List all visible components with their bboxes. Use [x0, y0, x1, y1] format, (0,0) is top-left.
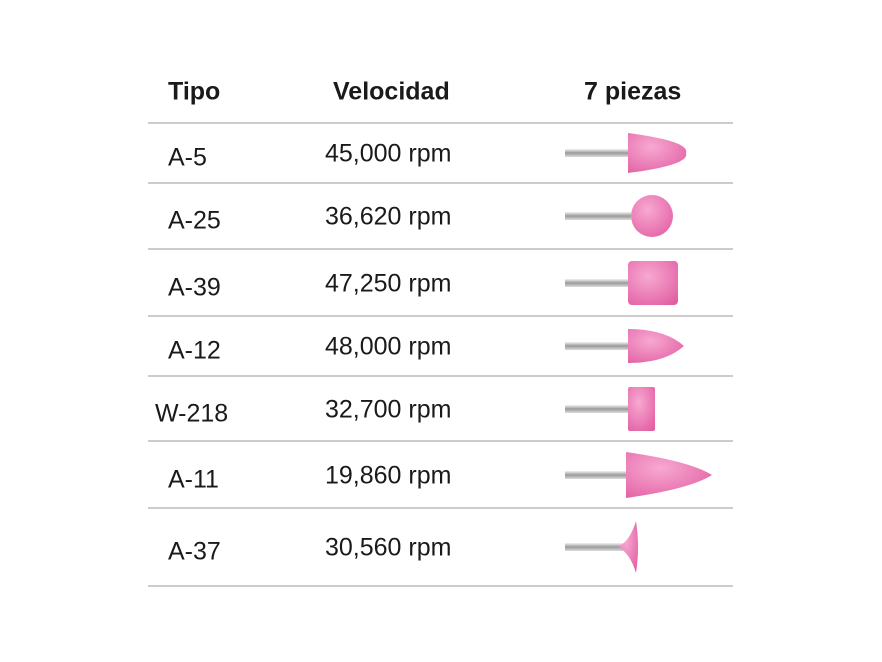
tool-shaft	[565, 471, 631, 479]
tool-head	[631, 195, 673, 237]
tool-head	[618, 521, 638, 573]
row-tipo: A-39	[168, 274, 221, 302]
tool-shaft	[565, 342, 631, 350]
tool-head	[628, 329, 684, 363]
row-tipo: A-5	[168, 144, 207, 172]
header-tipo: Tipo	[168, 78, 220, 106]
tool-shaft	[565, 279, 631, 287]
tool-shaft	[565, 149, 631, 157]
tool-shaft	[565, 212, 631, 220]
row-tipo: A-37	[168, 538, 221, 566]
row-tipo: W-218	[155, 400, 228, 428]
row-velocidad: 32,700 rpm	[325, 396, 451, 424]
row-tipo: A-25	[168, 207, 221, 235]
header-piezas: 7 piezas	[584, 78, 681, 106]
tool-head	[628, 387, 655, 431]
row-velocidad: 47,250 rpm	[325, 270, 451, 298]
row-velocidad: 45,000 rpm	[325, 140, 451, 168]
tool-head	[626, 452, 712, 498]
header-velocidad: Velocidad	[333, 78, 450, 106]
row-velocidad: 48,000 rpm	[325, 333, 451, 361]
tool-shaft	[565, 405, 631, 413]
tool-head	[628, 261, 678, 305]
row-tipo: A-11	[168, 466, 219, 494]
row-tipo: A-12	[168, 337, 221, 365]
row-velocidad: 36,620 rpm	[325, 203, 451, 231]
row-velocidad: 19,860 rpm	[325, 462, 451, 490]
tool-head	[628, 133, 687, 173]
tool-shaft	[565, 543, 631, 551]
row-velocidad: 30,560 rpm	[325, 534, 451, 562]
